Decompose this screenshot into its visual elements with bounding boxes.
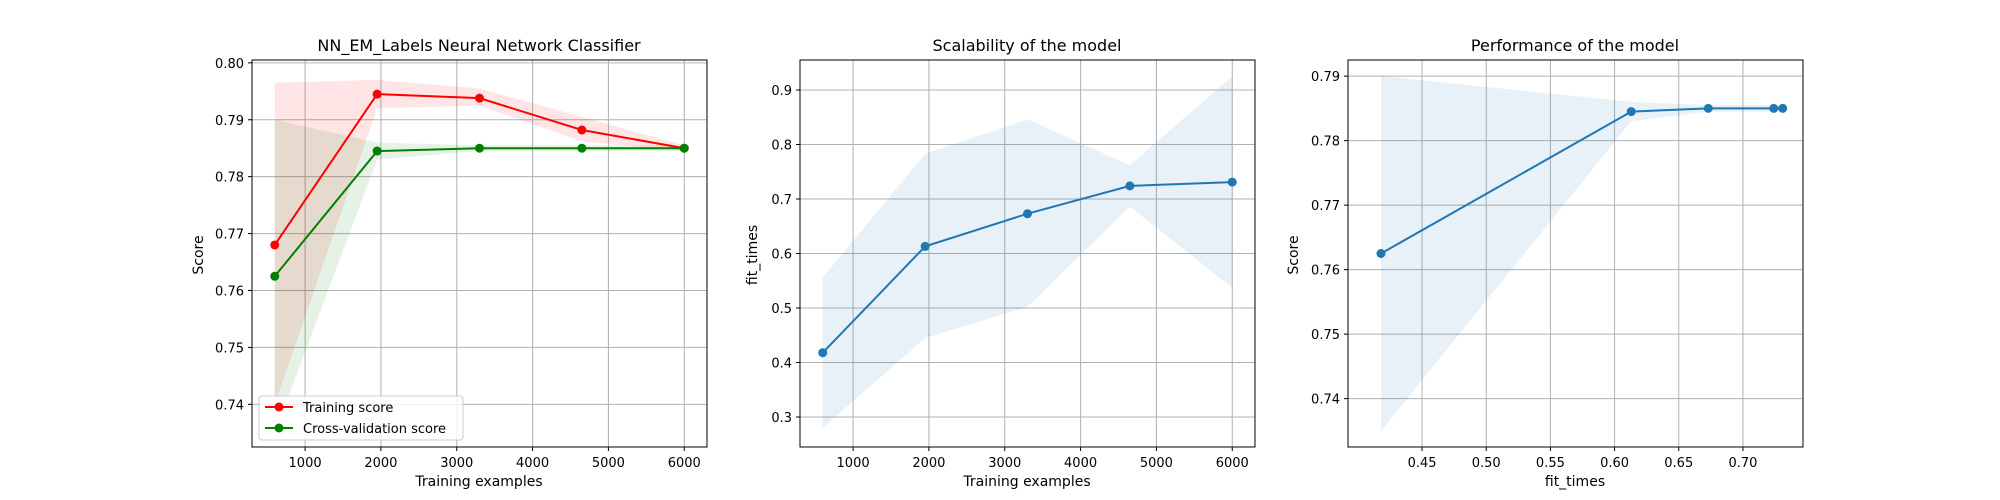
data-point <box>1023 209 1032 219</box>
x-tick-label: 1000 <box>289 456 322 471</box>
data-point <box>577 143 587 153</box>
plot-area: 0.45 0.50 0.55 0.60 0.65 0.70 0.74 0.75 0.76 0.77… <box>1311 59 1804 471</box>
y-tick-label: 0.77 <box>215 228 244 243</box>
x-tick-label: 4000 <box>516 456 549 471</box>
x-tick-label: 0.45 <box>1408 456 1437 471</box>
data-point <box>1703 103 1713 113</box>
y-tick-label: 0.3 <box>771 411 792 426</box>
confidence-band <box>822 76 1233 428</box>
data-point <box>1769 103 1779 113</box>
chart-title: NN_EM_Labels Neural Network Classifier <box>317 36 641 56</box>
data-point <box>270 240 280 250</box>
x-tick-label: 6000 <box>668 456 701 471</box>
plot-area: 1000 2000 3000 4000 5000 6000 0.3 0.4 0.5 0.6 0.7 0… <box>771 59 1256 471</box>
confidence-band <box>274 79 685 405</box>
data-point <box>1376 249 1386 258</box>
x-tick-label: 0.55 <box>1536 456 1565 471</box>
x-tick-label: 2000 <box>364 456 397 471</box>
learning-curve-panel: NN_EM_Labels Neural Network Classifier T… <box>191 36 708 490</box>
y-tick-label: 0.6 <box>771 248 792 263</box>
y-axis-label: Score <box>1286 235 1302 274</box>
x-axis-label: Training examples <box>414 474 542 490</box>
data-point <box>920 241 930 251</box>
performance-panel: Performance of the model fit_times Score… <box>1286 36 1804 490</box>
data-point <box>1227 177 1237 187</box>
axes-frame <box>251 59 708 448</box>
legend-box <box>258 395 464 441</box>
y-tick-label: 0.7 <box>771 193 792 208</box>
data-point <box>1626 107 1636 117</box>
x-axis-label: fit_times <box>1545 474 1605 490</box>
x-tick-label: 4000 <box>1064 456 1097 471</box>
x-tick-label: 0.50 <box>1472 456 1501 471</box>
legend-label-cross-validation: Cross-validation score <box>303 422 446 437</box>
x-tick-label: 6000 <box>1216 456 1249 471</box>
x-tick-label: 5000 <box>592 456 625 471</box>
data-point <box>475 93 484 103</box>
data-point <box>818 348 828 358</box>
data-point <box>1125 181 1135 191</box>
y-tick-label: 0.78 <box>215 171 244 186</box>
data-point <box>270 271 280 281</box>
y-tick-label: 0.76 <box>1311 264 1340 279</box>
x-tick-label: 1000 <box>837 456 870 471</box>
y-tick-label: 0.78 <box>1311 135 1340 150</box>
chart-title: Scalability of the model <box>933 36 1122 55</box>
y-tick-label: 0.80 <box>215 57 244 72</box>
legend-marker-training <box>274 402 284 412</box>
data-point <box>1778 103 1788 113</box>
data-point <box>577 125 587 135</box>
x-tick-label: 3000 <box>440 456 473 471</box>
y-axis-label: fit_times <box>745 225 761 285</box>
x-tick-label: 0.65 <box>1664 456 1693 471</box>
x-tick-label: 3000 <box>988 456 1021 471</box>
x-tick-label: 0.60 <box>1600 456 1629 471</box>
y-tick-label: 0.4 <box>771 357 792 372</box>
y-tick-label: 0.75 <box>1311 328 1340 343</box>
y-tick-label: 0.79 <box>215 114 244 129</box>
axes-frame <box>1347 59 1804 448</box>
y-axis-label: Score <box>191 235 207 274</box>
x-tick-label: 2000 <box>912 456 945 471</box>
data-point <box>372 89 382 99</box>
data-point <box>679 143 689 153</box>
y-tick-label: 0.5 <box>771 302 792 317</box>
x-axis-label: Training examples <box>962 474 1090 490</box>
x-tick-label: 5000 <box>1140 456 1173 471</box>
data-point <box>372 146 382 156</box>
y-tick-label: 0.79 <box>1311 70 1340 85</box>
y-tick-label: 0.75 <box>215 341 244 356</box>
confidence-band <box>274 119 685 433</box>
confidence-band <box>1380 76 1783 431</box>
y-tick-label: 0.76 <box>215 284 244 299</box>
chart-title: Performance of the model <box>1471 36 1679 55</box>
y-tick-label: 0.74 <box>215 398 244 413</box>
y-tick-label: 0.77 <box>1311 199 1340 214</box>
legend: Training score Cross-validation score <box>258 395 464 441</box>
y-tick-label: 0.9 <box>771 84 792 99</box>
scalability-panel: Scalability of the model Training exampl… <box>745 36 1256 490</box>
y-tick-label: 0.74 <box>1311 393 1340 408</box>
y-tick-label: 0.8 <box>771 138 792 153</box>
legend-label-training: Training score <box>302 401 393 416</box>
x-tick-label: 0.70 <box>1728 456 1757 471</box>
plot-area: 1000 2000 3000 4000 5000 6000 0.74 0.75 0.76 0.77… <box>215 57 708 471</box>
legend-marker-cross-validation <box>274 423 284 433</box>
data-point <box>475 143 484 153</box>
